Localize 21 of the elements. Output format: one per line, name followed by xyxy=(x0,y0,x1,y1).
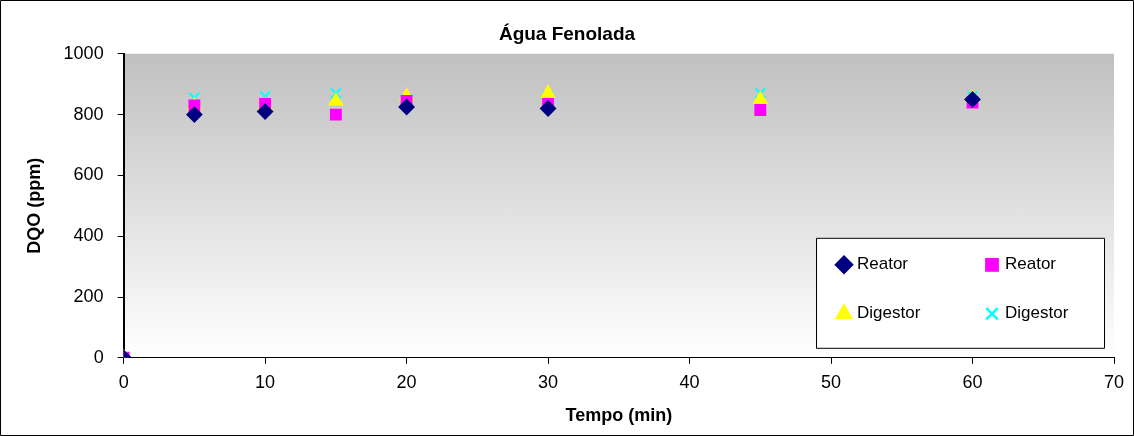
y-tick-label: 1000 xyxy=(63,42,104,63)
x-axis-title: Tempo (min) xyxy=(565,405,673,426)
y-tick-label: 600 xyxy=(73,164,104,185)
y-tick-label: 400 xyxy=(73,225,104,246)
chart-title: Água Fenolada xyxy=(498,22,636,44)
legend-label: Reator xyxy=(1005,254,1057,274)
x-tick-label: 20 xyxy=(396,371,417,392)
x-tick-label: 40 xyxy=(679,371,700,392)
y-axis-title: DQO (ppm) xyxy=(23,157,44,254)
legend-label: Reator xyxy=(857,254,909,274)
y-tick-label: 0 xyxy=(93,346,104,367)
x-tick-label: 30 xyxy=(538,371,559,392)
legend-label: Digestor xyxy=(857,303,921,323)
y-tick-label: 200 xyxy=(73,285,104,306)
y-tick-label: 800 xyxy=(73,103,104,124)
x-tick-label: 10 xyxy=(255,371,276,392)
x-tick-label: 50 xyxy=(821,371,842,392)
x-tick-label: 0 xyxy=(118,371,129,392)
x-tick-label: 70 xyxy=(1103,371,1125,392)
legend-label: Digestor xyxy=(1005,303,1069,323)
x-tick-label: 60 xyxy=(962,371,983,392)
